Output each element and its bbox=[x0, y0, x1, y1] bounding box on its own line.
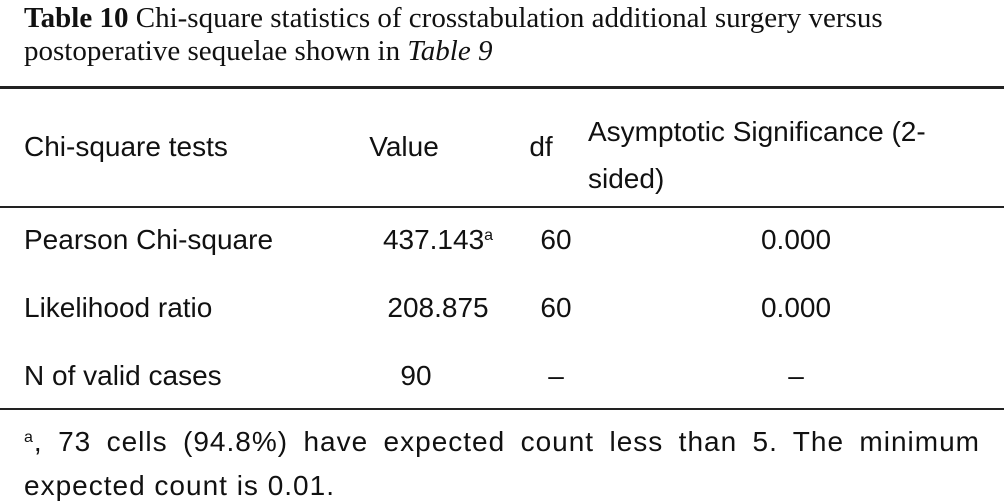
cell: 60 bbox=[540, 224, 572, 255]
header-rule bbox=[0, 206, 1004, 208]
caption-ref: Table 9 bbox=[407, 35, 493, 67]
cell: 90 bbox=[400, 360, 432, 391]
cell: 437.143a bbox=[383, 224, 493, 256]
footnote: a, 73 cells (94.8%) have expected count … bbox=[24, 420, 980, 504]
cell: 0.000 bbox=[760, 224, 832, 255]
header-cell: df bbox=[529, 131, 553, 162]
row-label: Likelihood ratio bbox=[24, 292, 213, 323]
table-caption: Table 10 Chi-square statistics of crosst… bbox=[24, 2, 984, 68]
row-label: Pearson Chi-square bbox=[24, 224, 274, 255]
footnote-marker: a bbox=[484, 227, 494, 244]
caption-label: Table 10 bbox=[24, 2, 129, 34]
row-label: N of valid cases bbox=[24, 360, 222, 391]
cell: – bbox=[788, 360, 804, 391]
header-cell: Value bbox=[369, 131, 439, 162]
bottom-rule bbox=[0, 408, 1004, 410]
header-cell: Chi-square tests bbox=[24, 131, 228, 162]
top-rule bbox=[0, 86, 1004, 89]
cell: 0.000 bbox=[760, 292, 832, 323]
cell: 60 bbox=[540, 292, 572, 323]
caption-text: Chi-square statistics of crosstabulation… bbox=[24, 2, 883, 67]
cell: – bbox=[548, 360, 564, 391]
cell: 208.875 bbox=[387, 292, 489, 323]
footnote-text: , 73 cells (94.8%) have expected count l… bbox=[24, 426, 980, 501]
header-cell: Asymptotic Significance (2-sided) bbox=[588, 116, 926, 194]
cell-value: 437.143 bbox=[382, 224, 485, 255]
footnote-marker: a bbox=[24, 429, 34, 446]
